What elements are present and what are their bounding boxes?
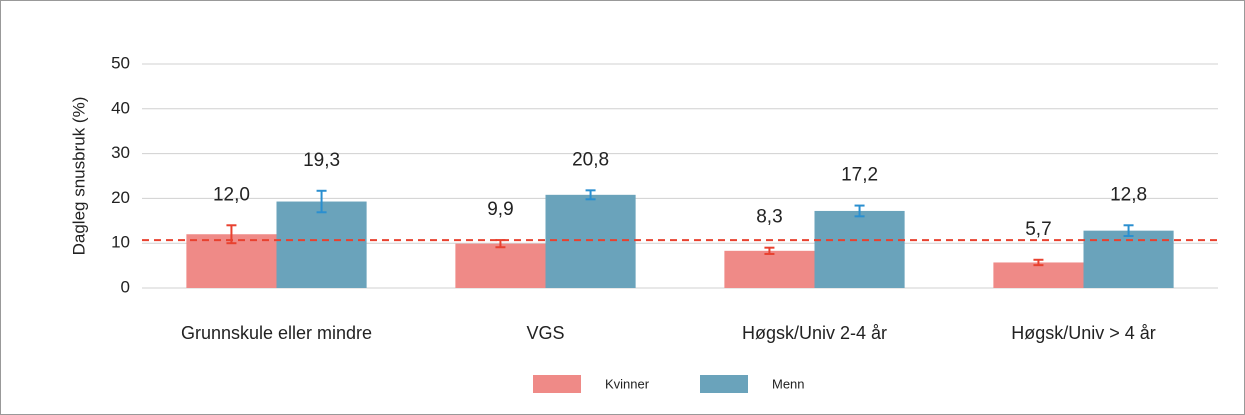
value-label: 8,3	[756, 207, 782, 228]
legend-label: Menn	[772, 376, 805, 391]
y-tick-label: 50	[111, 53, 130, 72]
y-tick-label: 20	[111, 188, 130, 207]
legend-swatch	[700, 375, 748, 393]
x-tick-label: Høgsk/Univ 2-4 år	[742, 323, 887, 343]
y-tick-label: 0	[121, 277, 130, 296]
x-tick-label: VGS	[526, 323, 564, 343]
legend-swatch	[533, 375, 581, 393]
bar	[545, 194, 636, 288]
bar	[276, 201, 367, 288]
y-tick-label: 10	[111, 233, 130, 252]
y-tick-label: 30	[111, 143, 130, 162]
value-label: 12,0	[213, 184, 250, 205]
value-label: 20,8	[572, 149, 609, 170]
value-label: 12,8	[1110, 184, 1147, 205]
x-tick-label: Grunnskule eller mindre	[181, 323, 372, 343]
y-tick-label: 40	[111, 98, 130, 117]
y-axis-label: Dagleg snusbruk (%)	[69, 97, 88, 256]
value-label: 17,2	[841, 165, 878, 186]
bar	[814, 210, 905, 288]
x-tick-label: Høgsk/Univ > 4 år	[1011, 323, 1156, 343]
bar	[455, 243, 546, 288]
legend-label: Kvinner	[605, 376, 650, 391]
bar	[724, 250, 815, 288]
bar	[993, 262, 1084, 288]
value-label: 19,3	[303, 150, 340, 171]
value-label: 5,7	[1025, 219, 1051, 240]
value-label: 9,9	[487, 199, 513, 220]
